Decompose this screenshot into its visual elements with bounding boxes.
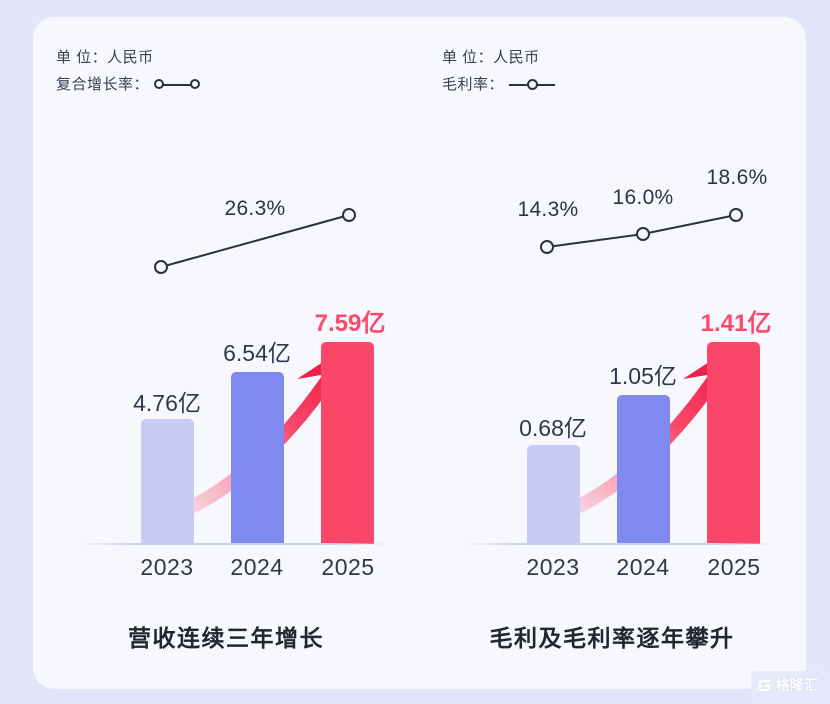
- arrow-curve: [532, 365, 726, 529]
- arrow-head: [297, 347, 346, 395]
- x-axis-line: [469, 543, 769, 545]
- logo-glyph: [758, 679, 770, 691]
- arrow-head: [683, 347, 732, 395]
- panel-title-gross-profit: 毛利及毛利率逐年攀升: [489, 625, 735, 651]
- legend-unit-label: 单 位：: [56, 49, 108, 66]
- bars-revenue: 4.76亿 6.54亿 7.59亿 2023 2024 2025: [33, 17, 419, 689]
- bar-2024: [617, 395, 670, 544]
- x-tick-2024: 2024: [230, 554, 284, 580]
- legend-gross-profit: 单 位： 人民币 毛利率：: [442, 44, 556, 98]
- trend-point-2025: [342, 208, 356, 222]
- bar-2024: [231, 372, 284, 544]
- legend-marker-dot-start: [154, 78, 165, 89]
- trend-segment: [160, 214, 350, 268]
- x-tick-2025: 2025: [707, 554, 761, 580]
- trend-line-gross-margin: [540, 208, 743, 254]
- bar-label-2024: 6.54亿: [223, 340, 291, 366]
- arrow-curve: [146, 365, 340, 529]
- trend-point-2023: [540, 240, 554, 254]
- bar-label-2025: 7.59亿: [314, 310, 386, 337]
- bar-2025: [321, 342, 374, 544]
- growth-arrow-revenue-icon: [146, 347, 346, 529]
- legend-row-unit: 单 位： 人民币: [442, 44, 555, 71]
- bar-2025: [707, 342, 760, 544]
- x-tick-2023: 2023: [526, 554, 580, 580]
- legend-marker-dot-end: [190, 78, 201, 89]
- legend-unit-label: 单 位：: [442, 49, 494, 66]
- bar-2023: [527, 445, 580, 544]
- gelonghui-g-logo-icon: [758, 679, 770, 691]
- legend-series-label: 复合增长率：: [56, 76, 150, 93]
- bar-label-2023: 4.76亿: [133, 390, 201, 416]
- panel-revenue: 单 位： 人民币 复合增长率： 26.3%: [33, 17, 419, 689]
- legend-marker-line: [162, 83, 193, 86]
- trend-point-2023: [154, 260, 168, 274]
- legend-series-label: 毛利率：: [442, 76, 505, 93]
- legend-unit-value: 人民币: [493, 49, 540, 66]
- legend-marker-margin-icon: [509, 78, 556, 92]
- x-tick-2024: 2024: [616, 554, 670, 580]
- trend-label-cagr: 26.3%: [224, 197, 286, 220]
- legend-row-unit: 单 位： 人民币: [56, 44, 200, 71]
- legend-row-series: 复合增长率：: [56, 71, 201, 98]
- legend-marker-dot-center: [527, 78, 539, 90]
- x-tick-2023: 2023: [140, 554, 194, 580]
- bar-label-2025: 1.41亿: [700, 310, 772, 337]
- trend-point-2024: [636, 227, 650, 241]
- bar-2023: [141, 419, 194, 544]
- panel-title-revenue: 营收连续三年增长: [128, 625, 324, 651]
- trend-label-2025: 18.6%: [706, 166, 768, 189]
- legend-marker-cagr-icon: [154, 78, 201, 92]
- legend-row-series: 毛利率：: [442, 71, 556, 98]
- bar-label-2023: 0.68亿: [519, 415, 587, 441]
- x-tick-2025: 2025: [321, 554, 375, 580]
- panel-gross-profit: 单 位： 人民币 毛利率： 14.3% 16.0%: [419, 17, 805, 689]
- x-axis-line: [83, 543, 383, 545]
- bar-label-2024: 1.05亿: [609, 363, 677, 389]
- legend-revenue: 单 位： 人民币 复合增长率：: [56, 44, 201, 98]
- bars-gross-profit: 0.68亿 1.05亿 1.41亿 2023 2024 2025: [419, 17, 805, 689]
- watermark-text: 格隆汇: [775, 677, 819, 693]
- trend-label-2024: 16.0%: [612, 186, 674, 209]
- growth-arrow-gross-profit-icon: [532, 347, 732, 529]
- trend-point-2025: [729, 208, 743, 222]
- infographic-card: 单 位： 人民币 复合增长率： 26.3%: [33, 17, 806, 689]
- trend-line-revenue: [154, 208, 356, 274]
- watermark: 格隆汇: [750, 671, 826, 699]
- trend-label-2023: 14.3%: [517, 198, 579, 221]
- legend-unit-value: 人民币: [107, 49, 154, 66]
